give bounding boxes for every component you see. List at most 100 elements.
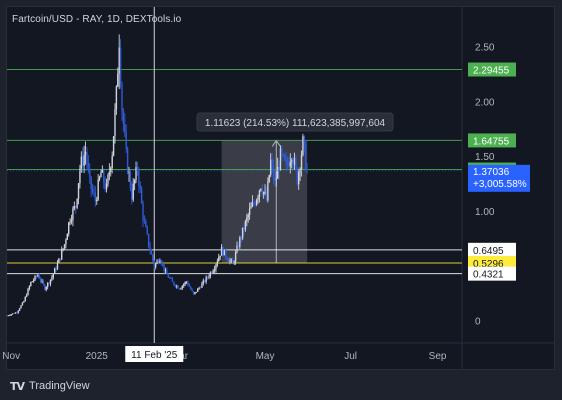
crosshair-date-label: 11 Feb '25 xyxy=(131,350,178,361)
candle-body xyxy=(204,280,206,282)
candle-body xyxy=(59,258,61,260)
candle-body xyxy=(159,260,161,263)
candle-body xyxy=(248,208,251,215)
candle-body xyxy=(306,169,308,170)
price-level-tag xyxy=(468,133,516,148)
x-tick-label: Nov xyxy=(2,351,20,362)
candle-body xyxy=(122,110,125,124)
candle-body xyxy=(211,272,213,274)
candle-body xyxy=(128,172,130,174)
x-tick-label: 2025 xyxy=(86,351,109,362)
candle-body xyxy=(225,249,227,258)
candle-body xyxy=(222,246,224,256)
tradingview-brand: TradingView xyxy=(29,380,90,392)
candle-body xyxy=(72,208,74,220)
candle-body xyxy=(119,47,122,85)
candle-body xyxy=(154,263,157,268)
candle-body xyxy=(103,170,105,183)
candle-body xyxy=(7,315,10,317)
candle-body xyxy=(194,292,196,295)
candle-body xyxy=(84,151,87,156)
tradingview-logo-icon: TV xyxy=(10,379,25,393)
candle-body xyxy=(190,286,192,290)
candle-body xyxy=(118,47,120,74)
candle-body xyxy=(157,260,160,263)
candle-body xyxy=(230,259,233,261)
candle-body xyxy=(183,284,185,286)
candle-body xyxy=(215,264,217,270)
candle-body xyxy=(188,285,191,287)
candle-body xyxy=(70,219,73,222)
candle-body xyxy=(76,198,78,208)
candle-body xyxy=(152,254,154,261)
candle-body xyxy=(164,270,167,271)
measure-label: 1.11623 (214.53%) 111,623,385,997,604 xyxy=(205,118,386,129)
candle-body xyxy=(236,245,238,253)
candle-body xyxy=(243,227,245,230)
candle-body xyxy=(146,227,148,234)
candle-body xyxy=(30,282,32,286)
candle-body xyxy=(268,175,270,182)
candle-body xyxy=(299,169,301,172)
candle-body xyxy=(91,188,94,192)
candle-body xyxy=(234,252,237,262)
candle-body xyxy=(283,154,286,160)
candle-body xyxy=(73,206,76,209)
price-level-tag-label: 0.5296 xyxy=(473,259,504,270)
candle-body xyxy=(101,170,104,173)
candle-body xyxy=(18,308,21,311)
price-level-tag-label: 2.29455 xyxy=(473,66,510,77)
candle-body xyxy=(275,178,277,181)
candle-body xyxy=(38,275,40,279)
candle-body xyxy=(46,282,49,288)
candle-body xyxy=(177,285,179,289)
candle-body xyxy=(216,261,219,265)
candle-body xyxy=(83,155,85,166)
candle-body xyxy=(302,136,304,155)
candle-body xyxy=(199,287,202,289)
candle-body xyxy=(226,257,228,261)
current-price-label: 1.37036 xyxy=(473,167,510,178)
candle-body xyxy=(143,220,146,222)
candle-body xyxy=(97,179,99,200)
candle-body xyxy=(255,199,258,206)
candle-body xyxy=(89,168,91,177)
candle-body xyxy=(167,274,169,278)
candle-body xyxy=(112,136,115,156)
candle-body xyxy=(34,275,36,280)
candle-body xyxy=(205,277,207,282)
candle-body xyxy=(37,275,39,277)
candle-body xyxy=(276,166,279,179)
candle-body xyxy=(107,174,109,184)
candle-body xyxy=(254,203,256,206)
tradingview-footer[interactable]: TV TradingView xyxy=(10,379,90,393)
candle-body xyxy=(105,183,108,190)
candle-body xyxy=(274,178,276,181)
candle-body xyxy=(286,161,289,164)
candle-body xyxy=(262,192,265,194)
candle-body xyxy=(279,148,282,171)
candle-body xyxy=(185,281,188,283)
candle-body xyxy=(170,278,172,279)
candle-body xyxy=(77,183,80,199)
price-level-tag xyxy=(468,242,516,257)
candle-body xyxy=(260,188,262,191)
candle-body xyxy=(296,167,299,185)
candle-body xyxy=(213,269,216,271)
candle-body xyxy=(291,160,293,162)
candle-body xyxy=(75,206,77,208)
candle-body xyxy=(79,168,81,184)
candle-body xyxy=(60,250,63,260)
candle-body xyxy=(166,270,168,275)
candle-body xyxy=(129,172,132,189)
candle-body xyxy=(247,214,249,218)
candle-body xyxy=(153,260,155,268)
candle-body xyxy=(69,221,71,223)
candle-body xyxy=(278,166,280,171)
candle-body xyxy=(6,315,8,317)
candle-body xyxy=(100,172,102,178)
candle-body xyxy=(197,288,199,292)
candle-body xyxy=(229,260,231,262)
candle-body xyxy=(269,159,272,176)
